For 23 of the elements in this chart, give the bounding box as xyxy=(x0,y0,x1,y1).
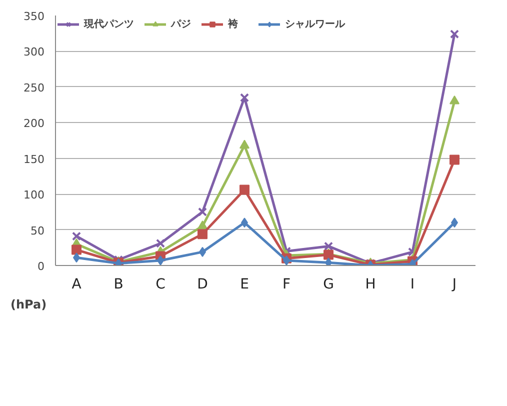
x-tick-label: C xyxy=(156,276,166,292)
legend-label: 袴 xyxy=(228,18,239,31)
y-tick-label: 0 xyxy=(38,260,44,273)
x-tick-label: J xyxy=(451,276,457,292)
y-tick-label: 250 xyxy=(24,81,45,94)
legend-label: 現代パンツ xyxy=(84,18,134,31)
y-axis-title: (hPa) xyxy=(10,298,47,312)
x-tick-label: G xyxy=(323,276,334,292)
y-tick-label: 150 xyxy=(24,152,45,166)
y-tick-label: 200 xyxy=(24,117,45,130)
x-tick-label: F xyxy=(282,276,291,292)
y-tick-label: 100 xyxy=(24,188,45,202)
x-tick-label: H xyxy=(365,276,376,292)
x-tick-label: E xyxy=(240,276,249,292)
x-tick-label: B xyxy=(114,276,124,292)
y-tick-label: 300 xyxy=(24,46,45,59)
y-tick-label: 350 xyxy=(24,10,45,23)
legend-label: パジ xyxy=(171,18,191,31)
y-tick-label: 50 xyxy=(30,224,45,238)
x-tick-label: I xyxy=(410,276,415,292)
legend-label: シャルワール xyxy=(285,18,345,31)
x-tick-label: A xyxy=(72,276,82,292)
x-tick-label: D xyxy=(197,276,208,292)
